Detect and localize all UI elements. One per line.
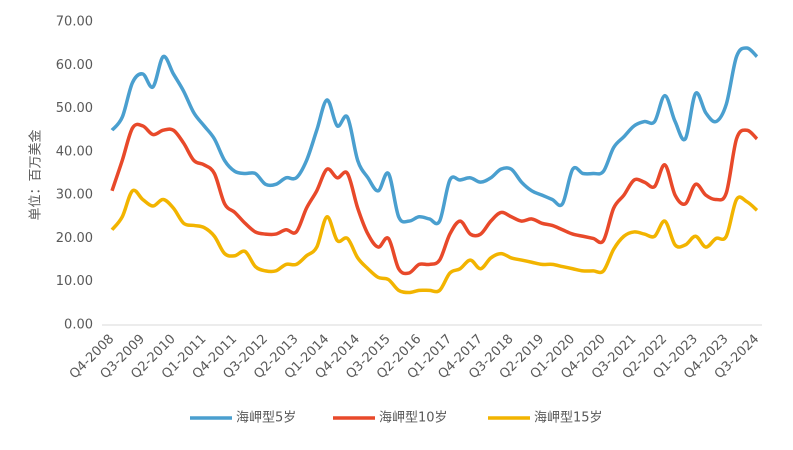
y-tick-label: 0.00	[64, 318, 93, 333]
y-tick-label: 70.00	[56, 15, 93, 30]
series-line	[110, 188, 759, 295]
y-tick-label: 40.00	[56, 144, 93, 159]
y-tick-label: 60.00	[56, 58, 93, 73]
legend-label: 海岬型10岁	[379, 411, 448, 426]
y-axis-label: 单位：百万美金	[28, 129, 44, 220]
legend-label: 海岬型5岁	[236, 411, 296, 426]
y-tick-label: 30.00	[56, 188, 93, 203]
y-tick-label: 20.00	[56, 231, 93, 246]
y-tick-label: 50.00	[56, 101, 93, 116]
series-line	[110, 122, 759, 276]
series-line	[110, 46, 759, 226]
legend-label: 海岬型15岁	[534, 411, 603, 426]
y-tick-label: 10.00	[56, 274, 93, 289]
